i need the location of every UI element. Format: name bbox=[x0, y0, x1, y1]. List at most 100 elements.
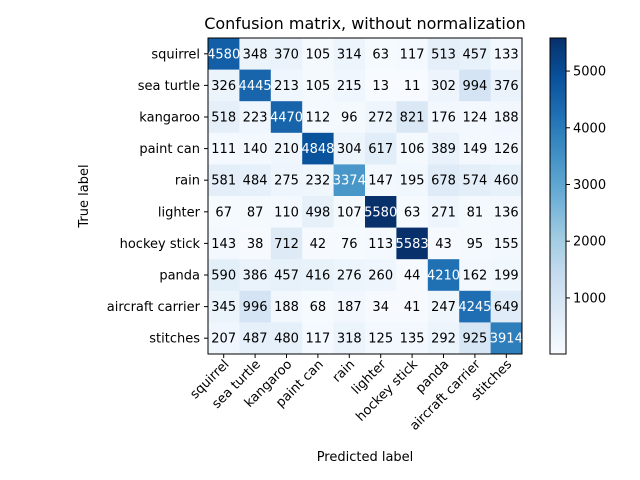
cell-value-label: 260 bbox=[368, 269, 393, 284]
heatmap-cell bbox=[239, 290, 272, 323]
cell-value-label: 143 bbox=[211, 237, 236, 252]
colorbar-tick-label: 2000 bbox=[573, 235, 606, 250]
heatmap-cell-labels: 4580 348 370 105 314 63 117 513 457 133 326 4445 213… bbox=[207, 47, 523, 346]
heatmap-cell bbox=[459, 38, 491, 70]
heatmap-cell bbox=[333, 101, 366, 134]
heatmap-cell bbox=[270, 164, 303, 197]
cell-value-label: 925 bbox=[462, 332, 487, 347]
cell-value-label: 590 bbox=[211, 269, 236, 284]
heatmap-cell bbox=[365, 290, 397, 323]
cell-value-label: 416 bbox=[305, 269, 330, 284]
cell-value-label: 95 bbox=[467, 237, 484, 252]
cell-value-label: 195 bbox=[400, 174, 425, 189]
heatmap-cell bbox=[333, 196, 366, 228]
y-tick-label: kangaroo bbox=[139, 111, 200, 126]
heatmap-cell bbox=[396, 101, 429, 134]
cell-value-label: 275 bbox=[274, 174, 299, 189]
cell-value-label: 247 bbox=[431, 300, 456, 315]
cell-value-label: 518 bbox=[211, 111, 236, 126]
cell-value-label: 44 bbox=[404, 269, 421, 284]
cell-value-label: 4470 bbox=[270, 111, 303, 126]
cell-value-label: 996 bbox=[243, 300, 268, 315]
cell-value-label: 43 bbox=[435, 237, 452, 252]
cell-value-label: 4580 bbox=[207, 47, 240, 62]
cell-value-label: 107 bbox=[337, 205, 362, 220]
colorbar-tick-label: 3000 bbox=[573, 178, 606, 193]
cell-value-label: 41 bbox=[404, 300, 421, 315]
heatmap-cell bbox=[270, 69, 303, 102]
heatmap-cell bbox=[208, 259, 240, 292]
heatmap-cell bbox=[208, 69, 240, 102]
cell-value-label: 386 bbox=[243, 269, 268, 284]
colorbar-frame bbox=[549, 37, 567, 355]
heatmap-cell bbox=[302, 38, 334, 70]
colorbar: 1000 2000 3000 4000 5000 bbox=[549, 37, 606, 355]
cell-value-label: 105 bbox=[305, 79, 330, 94]
heatmap-cell bbox=[302, 227, 334, 260]
cell-value-label: 155 bbox=[494, 237, 519, 252]
cell-value-label: 110 bbox=[274, 205, 299, 220]
heatmap-cell bbox=[302, 290, 334, 323]
cell-value-label: 484 bbox=[243, 174, 268, 189]
cell-value-label: 140 bbox=[243, 142, 268, 157]
y-tick-label: squirrel bbox=[151, 47, 200, 62]
cell-value-label: 162 bbox=[462, 269, 487, 284]
cell-value-label: 821 bbox=[400, 111, 425, 126]
cell-value-label: 213 bbox=[274, 79, 299, 94]
cell-value-label: 513 bbox=[431, 47, 456, 62]
cell-value-label: 345 bbox=[211, 300, 236, 315]
cell-value-label: 487 bbox=[243, 332, 268, 347]
heatmap-cell bbox=[302, 196, 334, 228]
heatmap-cell bbox=[396, 322, 429, 355]
heatmap-cell bbox=[333, 290, 366, 323]
heatmap-cell bbox=[396, 196, 429, 228]
heatmap-cell bbox=[365, 227, 397, 260]
cell-value-label: 649 bbox=[494, 300, 519, 315]
heatmap-cell bbox=[365, 132, 397, 165]
cell-value-label: 87 bbox=[247, 205, 264, 220]
heatmap-cell bbox=[459, 196, 491, 228]
cell-value-label: 581 bbox=[211, 174, 236, 189]
y-tick-label: lighter bbox=[158, 205, 201, 220]
cell-value-label: 63 bbox=[372, 47, 389, 62]
heatmap-cell bbox=[333, 69, 366, 102]
cell-value-label: 326 bbox=[211, 79, 236, 94]
heatmap-cell bbox=[490, 69, 523, 102]
cell-value-label: 136 bbox=[494, 205, 519, 220]
cell-value-label: 457 bbox=[462, 47, 487, 62]
cell-value-label: 199 bbox=[494, 269, 519, 284]
cell-value-label: 188 bbox=[274, 300, 299, 315]
y-tick-label: stitches bbox=[149, 332, 200, 347]
heatmap-cell bbox=[302, 164, 334, 197]
heatmap-cell bbox=[365, 322, 397, 355]
heatmap-cell bbox=[396, 69, 429, 102]
heatmap-cell bbox=[365, 164, 397, 197]
plot-frame bbox=[207, 37, 523, 355]
heatmap-cell bbox=[459, 322, 491, 355]
heatmap-cell bbox=[490, 101, 523, 134]
cell-value-label: 76 bbox=[341, 237, 358, 252]
y-tick-label: sea turtle bbox=[138, 79, 200, 94]
heatmap-cell bbox=[459, 101, 491, 134]
heatmap-cell bbox=[208, 132, 240, 165]
heatmap-cell bbox=[270, 38, 303, 70]
cell-value-label: 302 bbox=[431, 79, 456, 94]
heatmap-cell bbox=[208, 196, 240, 228]
cell-value-label: 215 bbox=[337, 79, 362, 94]
cell-value-label: 304 bbox=[337, 142, 362, 157]
heatmap-cell bbox=[302, 259, 334, 292]
x-axis-label: Predicted label bbox=[317, 450, 414, 465]
cell-value-label: 276 bbox=[337, 269, 362, 284]
heatmap-cell bbox=[365, 101, 397, 134]
colorbar-tick-label: 1000 bbox=[573, 291, 606, 306]
heatmap-cell bbox=[365, 259, 397, 292]
heatmap-cell bbox=[427, 38, 460, 70]
heatmap-cell bbox=[427, 164, 460, 197]
cell-value-label: 176 bbox=[431, 111, 456, 126]
cell-value-label: 105 bbox=[305, 47, 330, 62]
heatmap-cell bbox=[459, 69, 491, 102]
heatmap-cell bbox=[333, 132, 366, 165]
cell-value-label: 376 bbox=[494, 79, 519, 94]
cell-value-label: 994 bbox=[462, 79, 487, 94]
y-tick-label: hockey stick bbox=[120, 237, 201, 252]
